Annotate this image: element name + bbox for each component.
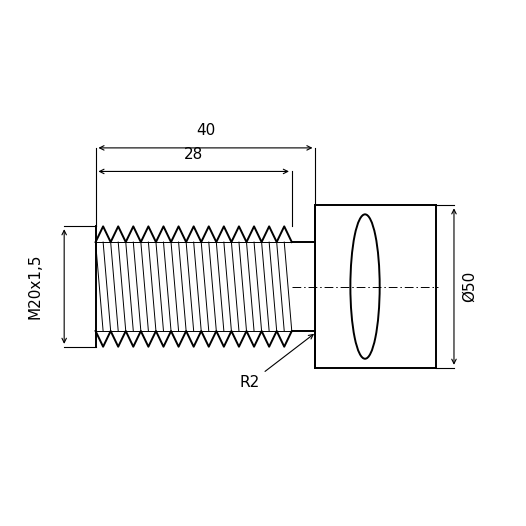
Text: 40: 40 <box>196 124 215 138</box>
Text: 28: 28 <box>184 147 203 162</box>
Text: R2: R2 <box>240 335 313 390</box>
Text: Ø50: Ø50 <box>462 271 477 302</box>
Text: M20x1,5: M20x1,5 <box>28 254 43 319</box>
